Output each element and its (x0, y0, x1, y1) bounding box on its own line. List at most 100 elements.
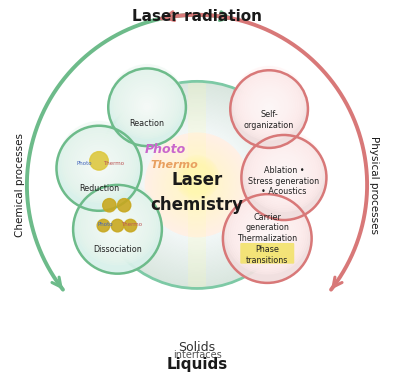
Circle shape (97, 166, 101, 170)
Circle shape (246, 214, 288, 256)
Circle shape (175, 155, 219, 200)
Circle shape (100, 210, 134, 244)
Circle shape (81, 147, 117, 184)
Circle shape (179, 159, 215, 196)
Circle shape (90, 151, 108, 170)
Circle shape (182, 163, 212, 192)
Circle shape (171, 159, 223, 211)
Circle shape (173, 160, 221, 210)
Circle shape (195, 176, 199, 179)
Circle shape (67, 131, 131, 195)
Circle shape (88, 195, 147, 254)
Circle shape (84, 190, 151, 258)
Circle shape (153, 141, 241, 229)
Circle shape (111, 219, 124, 232)
Circle shape (258, 147, 310, 200)
Text: Photo: Photo (97, 222, 113, 226)
Circle shape (79, 145, 119, 185)
Circle shape (196, 184, 198, 186)
Circle shape (131, 119, 263, 251)
Circle shape (182, 162, 212, 193)
FancyBboxPatch shape (240, 243, 294, 264)
Circle shape (73, 138, 125, 190)
Circle shape (160, 147, 234, 222)
Circle shape (103, 198, 116, 212)
Circle shape (107, 217, 128, 238)
Circle shape (193, 173, 201, 182)
Text: Reaction: Reaction (130, 119, 165, 128)
Circle shape (98, 87, 296, 283)
Circle shape (186, 167, 208, 188)
Circle shape (178, 166, 216, 204)
Circle shape (185, 173, 209, 197)
Circle shape (227, 192, 307, 272)
Circle shape (255, 224, 280, 249)
Circle shape (187, 167, 207, 188)
Circle shape (117, 105, 277, 265)
Circle shape (261, 231, 273, 244)
Circle shape (179, 160, 215, 195)
Circle shape (139, 127, 255, 243)
Circle shape (278, 170, 290, 183)
Circle shape (282, 175, 286, 179)
Circle shape (180, 168, 214, 202)
Circle shape (245, 133, 322, 210)
Circle shape (262, 101, 277, 115)
Circle shape (138, 125, 256, 244)
Circle shape (190, 170, 204, 185)
Circle shape (240, 207, 295, 261)
Circle shape (98, 207, 136, 245)
Circle shape (191, 178, 203, 191)
Circle shape (91, 159, 107, 175)
Circle shape (121, 109, 273, 261)
Circle shape (280, 173, 288, 181)
Circle shape (97, 85, 297, 285)
Circle shape (82, 188, 153, 260)
Circle shape (110, 65, 184, 138)
Circle shape (276, 168, 292, 184)
Circle shape (75, 140, 123, 189)
Circle shape (145, 105, 149, 109)
Circle shape (183, 171, 211, 199)
Circle shape (156, 144, 238, 226)
Circle shape (117, 73, 177, 132)
Circle shape (259, 229, 276, 246)
Circle shape (113, 225, 122, 233)
Text: Liquids: Liquids (166, 357, 228, 372)
Circle shape (232, 66, 306, 140)
Circle shape (104, 92, 290, 278)
Circle shape (236, 70, 302, 137)
Circle shape (176, 156, 218, 198)
Text: Carrier
generation
Thermalization
Phase
transitions: Carrier generation Thermalization Phase … (237, 213, 297, 264)
Text: Self-
organization: Self- organization (244, 110, 294, 130)
Circle shape (234, 69, 304, 139)
Circle shape (243, 79, 295, 131)
Circle shape (77, 142, 121, 187)
Circle shape (85, 152, 113, 180)
Circle shape (189, 177, 205, 193)
Circle shape (145, 133, 249, 237)
Circle shape (247, 84, 291, 128)
Circle shape (265, 236, 269, 240)
Circle shape (256, 94, 282, 120)
Circle shape (95, 164, 103, 172)
Circle shape (162, 150, 232, 220)
Circle shape (128, 116, 266, 254)
Circle shape (178, 159, 216, 196)
Circle shape (170, 158, 224, 212)
Text: Dissociation: Dissociation (93, 245, 142, 254)
Circle shape (194, 182, 200, 188)
Circle shape (182, 169, 212, 200)
Circle shape (134, 92, 160, 118)
Circle shape (182, 163, 212, 192)
Text: Solids: Solids (178, 341, 216, 354)
Text: Thermo: Thermo (121, 222, 142, 226)
Circle shape (158, 146, 236, 224)
Circle shape (125, 112, 269, 257)
Circle shape (143, 103, 151, 110)
Circle shape (255, 92, 284, 122)
Circle shape (128, 86, 165, 123)
Circle shape (223, 194, 312, 283)
Circle shape (111, 222, 124, 235)
Circle shape (119, 75, 175, 131)
